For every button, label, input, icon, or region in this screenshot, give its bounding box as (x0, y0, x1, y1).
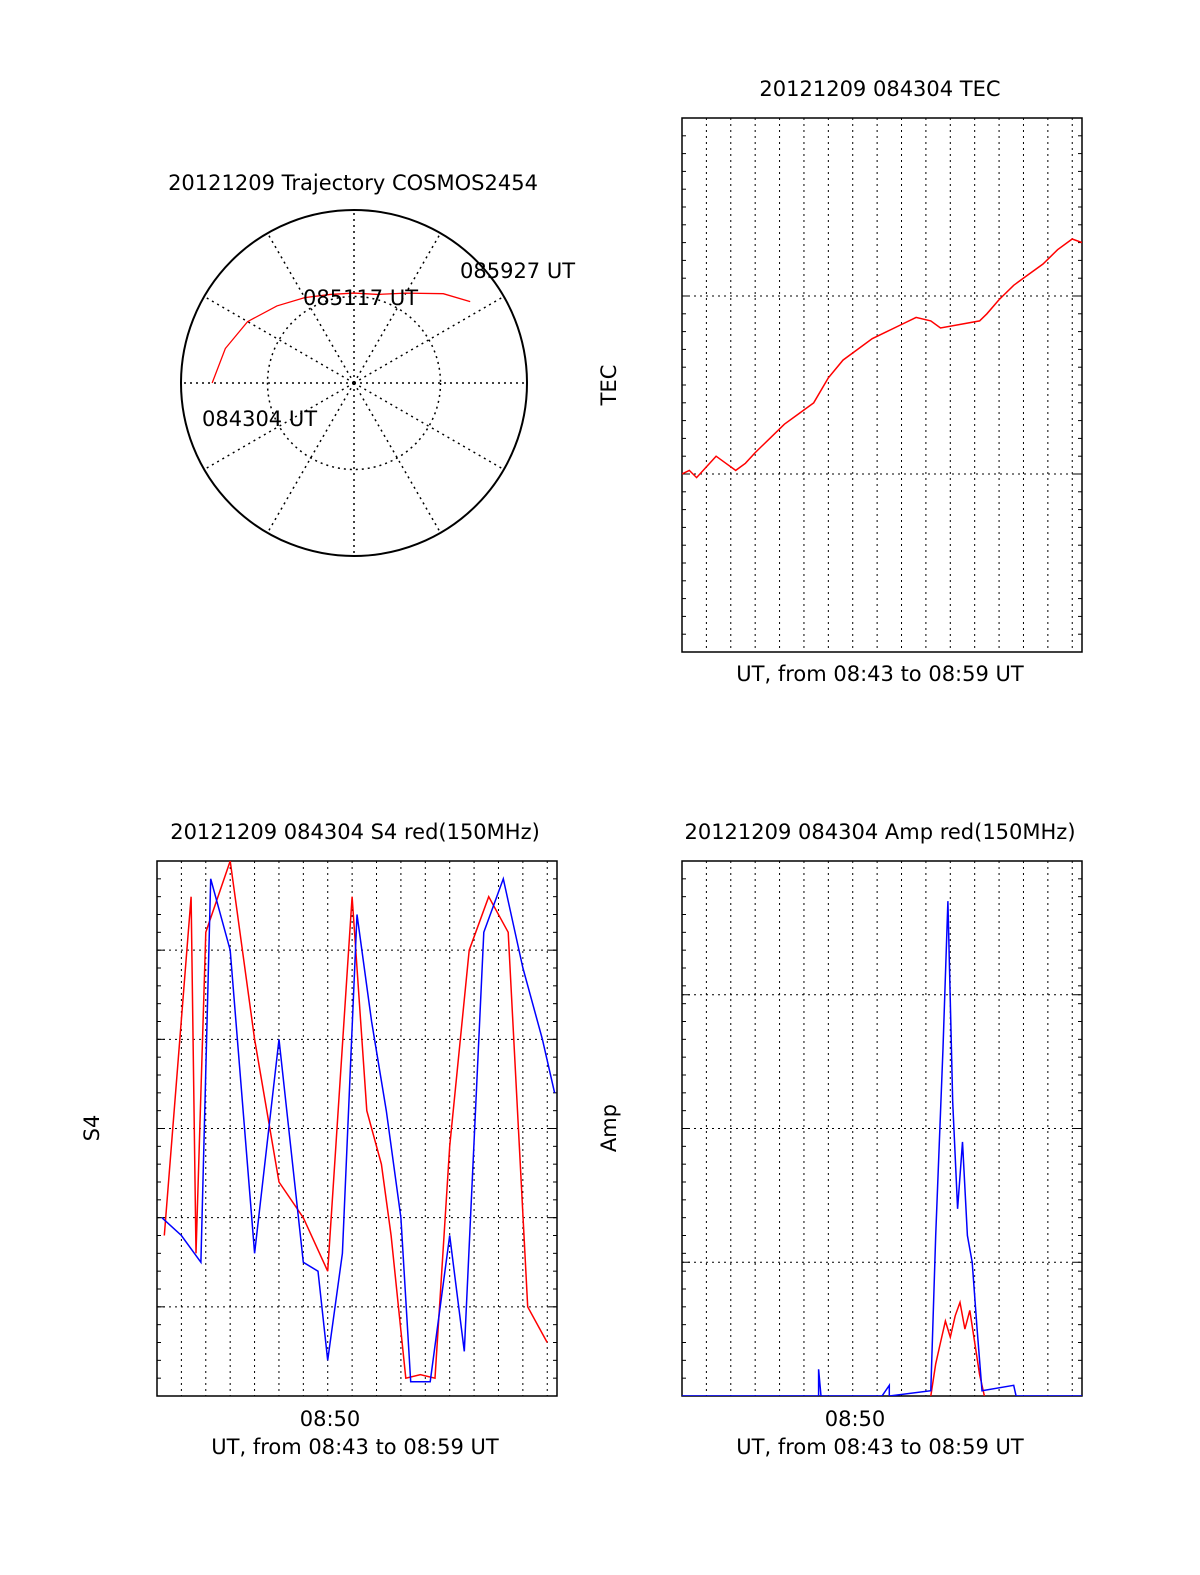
s4-xlabel: UT, from 08:43 to 08:59 UT (211, 1435, 499, 1459)
s4-plot-frame (156, 860, 558, 1397)
polar-trajectory-series (211, 292, 471, 384)
polar-spoke (266, 382, 355, 534)
s4-xtick-label: 08:50 (300, 1407, 361, 1431)
polar-spoke (353, 382, 505, 471)
s4-title: 20121209 084304 S4 red(150MHz) (170, 820, 540, 844)
trajectory-end-annotation: 085927 UT (460, 259, 575, 283)
polar-spoke (353, 382, 442, 534)
tec-chart: 20121209 084304 TEC UT, from 08:43 to 08… (597, 77, 1083, 686)
amp-chart: 20121209 084304 Amp red(150MHz) UT, from… (597, 820, 1083, 1459)
tec-plot-frame (681, 117, 1083, 653)
tec-series-red-line (682, 238, 1082, 479)
polar-spoke (353, 295, 505, 384)
s4-grid (157, 861, 557, 1396)
amp-series-red-line (930, 1299, 986, 1396)
amp-xlabel: UT, from 08:43 to 08:59 UT (736, 1435, 1024, 1459)
polar-title: 20121209 Trajectory COSMOS2454 (168, 171, 538, 195)
amp-title: 20121209 084304 Amp red(150MHz) (684, 820, 1075, 844)
polar-ring-50 (266, 295, 442, 471)
tec-xlabel: UT, from 08:43 to 08:59 UT (736, 662, 1024, 686)
polar-spoke (266, 232, 355, 384)
polar-spoke (203, 382, 355, 471)
polar-trajectory-chart: 20121209 Trajectory COSMOS2454 085927 UT… (168, 171, 575, 557)
trajectory-mid-annotation: 085117 UT (303, 286, 418, 310)
trajectory-start-annotation: 084304 UT (202, 407, 317, 431)
amp-grid (682, 861, 1082, 1396)
tec-title: 20121209 084304 TEC (759, 77, 1000, 101)
s4-series-blue-line (161, 876, 556, 1383)
amp-xtick-label: 08:50 (825, 1407, 886, 1431)
s4-chart: 20121209 084304 S4 red(150MHz) UT, from … (80, 820, 558, 1459)
polar-spoke (353, 232, 442, 384)
s4-ylabel: S4 (80, 1115, 104, 1142)
polar-trajectory-line (211, 292, 471, 384)
amp-series-blue-line (682, 901, 1082, 1396)
polar-spoke (203, 295, 355, 384)
s4-series-red-line (163, 861, 548, 1380)
tec-grid (682, 118, 1082, 652)
polar-outer-circle (180, 209, 528, 557)
amp-ylabel: Amp (597, 1104, 621, 1152)
tec-ylabel: TEC (597, 365, 621, 407)
polar-grid (180, 209, 528, 557)
